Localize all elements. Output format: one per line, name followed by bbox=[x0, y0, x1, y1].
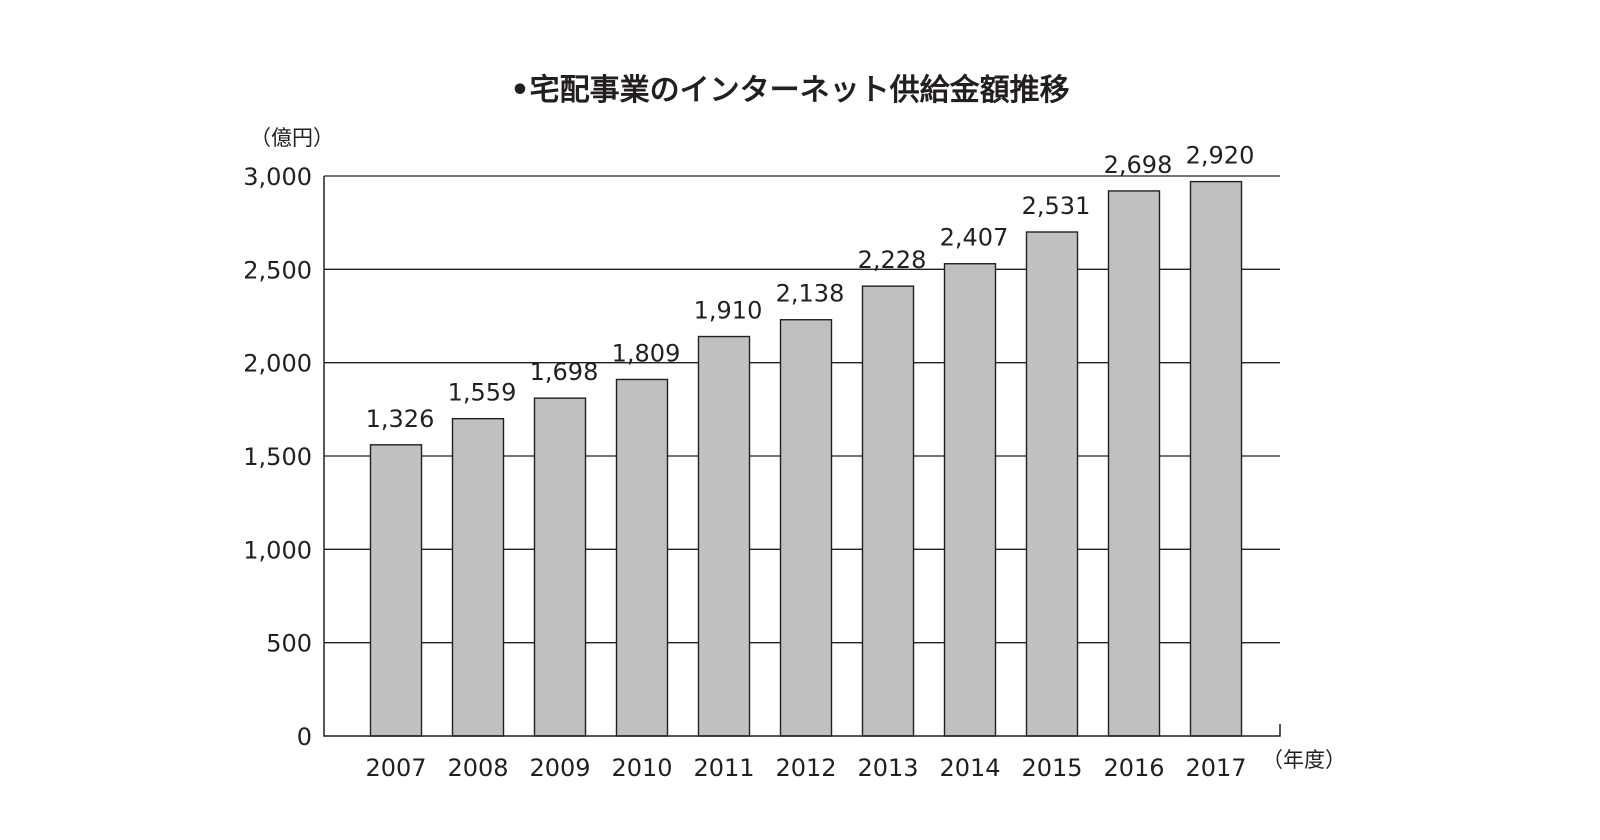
bar-2011 bbox=[697, 335, 751, 737]
bar-2007 bbox=[369, 444, 423, 737]
x-tick-label-2009: 2009 bbox=[529, 754, 590, 782]
bars bbox=[369, 180, 1243, 737]
data-label-2015: 2,531 bbox=[1022, 192, 1091, 220]
x-tick-label-2014: 2014 bbox=[939, 754, 1000, 782]
bar-2012 bbox=[779, 319, 833, 737]
bar-2009 bbox=[533, 397, 587, 737]
chart-title: •宅配事業のインターネット供給金額推移 bbox=[510, 73, 1069, 108]
data-label-2014: 2,407 bbox=[940, 224, 1009, 252]
x-tick-labels: 2007 2008 2009 2010 2011 2012 2013 2014 2015 2016… bbox=[365, 754, 1246, 782]
y-tick-label: 1,000 bbox=[243, 536, 312, 564]
y-tick-label: 2,000 bbox=[243, 350, 312, 378]
x-tick-label-2017: 2017 bbox=[1185, 754, 1246, 782]
data-label-2012: 2,138 bbox=[776, 280, 845, 308]
data-label-2009: 1,698 bbox=[530, 358, 599, 386]
axes bbox=[323, 176, 1281, 737]
axis-frame bbox=[323, 176, 1281, 737]
data-label-2011: 1,910 bbox=[694, 297, 763, 325]
y-tick-label: 500 bbox=[266, 630, 312, 658]
data-label-2008: 1,559 bbox=[448, 379, 517, 407]
bar-2014 bbox=[943, 263, 997, 737]
bar-2017 bbox=[1189, 180, 1243, 737]
x-tick-label-2008: 2008 bbox=[447, 754, 508, 782]
bar-2015 bbox=[1025, 231, 1079, 737]
data-labels: 1,326 1,559 1,698 1,809 1,910 2,138 2,228 2,407… bbox=[366, 142, 1255, 433]
x-tick-label-2011: 2011 bbox=[693, 754, 754, 782]
x-tick-label-2012: 2012 bbox=[775, 754, 836, 782]
x-tick-label-2016: 2016 bbox=[1103, 754, 1164, 782]
y-tick-label: 2,500 bbox=[243, 256, 312, 284]
x-tick-label-2010: 2010 bbox=[611, 754, 672, 782]
x-tick-label-2013: 2013 bbox=[857, 754, 918, 782]
y-tick-labels: 0 500 1,000 1,500 2,000 2,500 3,000 bbox=[243, 163, 312, 751]
y-axis-unit-label: （億円） bbox=[250, 126, 334, 150]
data-label-2017: 2,920 bbox=[1186, 142, 1255, 170]
data-label-2007: 1,326 bbox=[366, 405, 435, 433]
x-tick-label-2007: 2007 bbox=[365, 754, 426, 782]
bar-2010 bbox=[615, 378, 669, 737]
bar-2013 bbox=[861, 285, 915, 737]
x-axis-unit-label: （年度） bbox=[1262, 748, 1346, 772]
bar-2016 bbox=[1107, 190, 1161, 737]
bar-2008 bbox=[451, 417, 505, 737]
data-label-2013: 2,228 bbox=[858, 246, 927, 274]
data-label-2016: 2,698 bbox=[1104, 151, 1173, 179]
x-tick-label-2015: 2015 bbox=[1021, 754, 1082, 782]
y-tick-label: 1,500 bbox=[243, 443, 312, 471]
data-label-2010: 1,809 bbox=[612, 339, 681, 367]
y-tick-label: 3,000 bbox=[243, 163, 312, 191]
y-tick-label: 0 bbox=[297, 723, 312, 751]
